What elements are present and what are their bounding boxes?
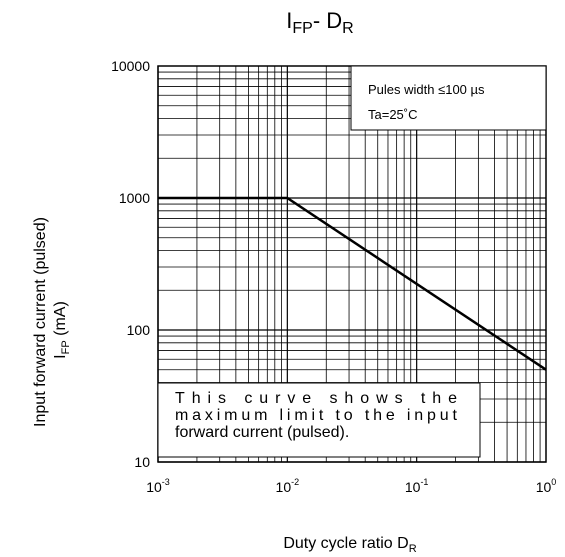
series-line	[158, 196, 547, 371]
title-fp-sub: FP	[292, 20, 312, 37]
y-axis-label-fp-sub: FP	[60, 340, 72, 354]
x-axis-label-text: Duty cycle ratio D	[283, 535, 408, 552]
y-axis-label-unit: (mA)	[52, 301, 69, 340]
y-tick-label: 1000	[119, 190, 150, 206]
note-box-rect	[157, 382, 481, 458]
conditions-pulse-width: Pules width ≤100 µs	[368, 82, 485, 97]
conditions-box-rect	[350, 65, 547, 131]
y-tick-label: 10000	[111, 58, 150, 74]
conditions-box: Pules width ≤100 µs Ta=25˚C	[350, 65, 547, 131]
x-axis-label-sub: R	[409, 543, 417, 555]
y-axis-label-group: Input forward current (pulsed) IFP (mA)	[32, 217, 72, 427]
y-tick-labels: 10 100 1000 10000	[111, 58, 150, 470]
x-tick-label: 10-1	[405, 477, 429, 495]
y-axis-label-line1: Input forward current (pulsed)	[32, 217, 49, 427]
y-tick-label: 100	[127, 322, 151, 338]
y-axis-label-i: I	[52, 354, 69, 358]
title-i: I	[286, 8, 292, 33]
x-tick-labels: 10-3 10-2 10-1 100	[146, 477, 556, 495]
conditions-temperature: Ta=25˚C	[368, 107, 418, 122]
title-dash-d: - D	[313, 8, 342, 33]
note-box: This curve shows the maximum limit to th…	[157, 382, 481, 458]
x-axis-label: Duty cycle ratio DR	[283, 535, 416, 555]
x-tick-label: 100	[536, 477, 557, 495]
y-axis-label-line2: IFP (mA)	[52, 301, 72, 359]
note-line-3: forward current (pulsed).	[175, 424, 349, 441]
series-group	[158, 196, 547, 371]
x-tick-label: 10-2	[276, 477, 300, 495]
title-r-sub: R	[342, 20, 354, 37]
chart-title: IFP- DR	[286, 8, 353, 37]
x-tick-label: 10-3	[146, 477, 170, 495]
y-tick-label: 10	[134, 454, 150, 470]
